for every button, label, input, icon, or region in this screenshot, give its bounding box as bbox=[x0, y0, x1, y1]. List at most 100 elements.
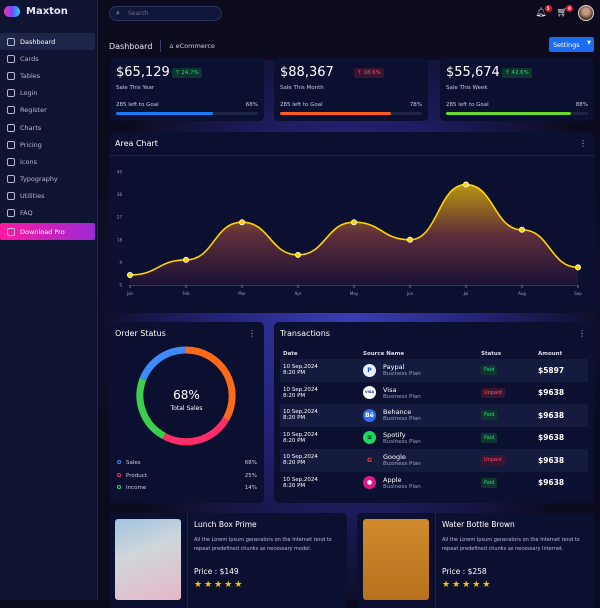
dashboard-icon bbox=[7, 37, 15, 46]
x-tick-label: Mar bbox=[238, 291, 246, 296]
product-price: Price : $258 bbox=[442, 567, 487, 576]
logo[interactable]: Maxton bbox=[4, 6, 68, 17]
sidebar-item-utilities[interactable]: Utilities bbox=[0, 188, 95, 205]
settings-button[interactable]: Settings ▼ bbox=[549, 37, 594, 52]
avatar[interactable] bbox=[578, 5, 594, 21]
product-title[interactable]: Water Bottle Brown bbox=[442, 520, 515, 529]
product-card[interactable]: Water Bottle Brown All the Lorem Ipsum g… bbox=[357, 513, 595, 608]
time: 8:20 PM bbox=[283, 482, 306, 489]
legend-value: 14% bbox=[244, 485, 257, 491]
sidebar-item-dashboard[interactable]: Dashboard bbox=[0, 33, 95, 51]
goal-percent: 78% bbox=[409, 102, 422, 108]
transactions-table: Date Source Name Status Amount 10 Sep,20… bbox=[280, 348, 588, 494]
time: 8:20 PM bbox=[283, 370, 306, 377]
sidebar-item-tables[interactable]: Tables bbox=[0, 67, 95, 84]
source-plan: Business Plan bbox=[383, 393, 421, 400]
more-icon[interactable]: ⋮ bbox=[248, 329, 256, 338]
sidebar-item-label: Register bbox=[20, 106, 47, 115]
table-row[interactable]: 10 Sep,2024 8:20 PM P Paypal Business Plan … bbox=[280, 359, 588, 382]
donut-center-label: Total Sales bbox=[170, 405, 203, 412]
circle-icon bbox=[117, 460, 121, 464]
sidebar-item-login[interactable]: Login bbox=[0, 85, 95, 102]
table-row[interactable]: 10 Sep,2024 8:20 PM ≋ Spotify Business Plan… bbox=[280, 427, 588, 450]
stat-value: $88,367 bbox=[280, 65, 334, 80]
y-tick-label: 18 bbox=[117, 237, 123, 242]
x-tick-label: Feb bbox=[182, 291, 190, 296]
amount: $9638 bbox=[535, 449, 588, 472]
sidebar-item-icons[interactable]: Icons bbox=[0, 153, 95, 170]
legend-item: Sales 68% bbox=[117, 460, 257, 466]
star-icon: ★ bbox=[204, 580, 215, 590]
source-name: Paypal bbox=[383, 363, 405, 372]
legend-label: Product bbox=[126, 472, 147, 479]
stat-card: $55,674 ↑ 42.6% Sale This Week 285 left … bbox=[440, 58, 594, 121]
more-icon[interactable]: ⋮ bbox=[579, 139, 587, 148]
data-point bbox=[126, 271, 133, 278]
chart-title: Area Chart bbox=[115, 139, 158, 148]
x-tick-label: Sep bbox=[574, 291, 582, 296]
data-point bbox=[406, 236, 413, 243]
notification-count: 5 bbox=[544, 5, 552, 12]
sidebar-item-cards[interactable]: Cards bbox=[0, 50, 95, 67]
sidebar-item-pricing[interactable]: Pricing bbox=[0, 136, 95, 153]
progress-bar bbox=[116, 112, 258, 115]
transactions-card: Transactions ⋮ Date Source Name Status A… bbox=[274, 322, 594, 503]
circle-icon bbox=[117, 472, 121, 477]
column-header: Status bbox=[481, 350, 502, 357]
bell-icon[interactable]: 🔔︎ 5 bbox=[535, 5, 552, 18]
search-input[interactable]: ⌕ Search bbox=[109, 6, 222, 21]
time: 8:20 PM bbox=[283, 415, 306, 422]
stat-card: $65,129 ↑ 24.7% Sale This Year 285 left … bbox=[110, 58, 264, 121]
y-tick-label: 0 bbox=[119, 283, 122, 288]
table-row[interactable]: 10 Sep,2024 8:20 PM Bē Behance Business Pla… bbox=[280, 404, 588, 427]
breadcrumb-ecommerce[interactable]: ⌂ eCommerce bbox=[169, 42, 214, 50]
change-value: 18.6% bbox=[363, 70, 381, 76]
sidebar-item-download-pro[interactable]: Download Pro bbox=[0, 223, 95, 241]
stat-label: Sale This Week bbox=[446, 85, 488, 91]
table-row[interactable]: 10 Sep,2024 8:20 PM ● Apple Business Plan P… bbox=[280, 472, 588, 495]
date: 10 Sep,2024 bbox=[283, 431, 318, 438]
date: 10 Sep,2024 bbox=[283, 454, 318, 461]
sidebar-item-label: Utilities bbox=[20, 192, 45, 201]
product-card[interactable]: Lunch Box Prime All the Lorem Ipsum gene… bbox=[109, 513, 347, 608]
date: 10 Sep,2024 bbox=[283, 364, 318, 371]
stat-label: Sale This Year bbox=[116, 85, 155, 91]
sidebar-item-faq[interactable]: FAQ bbox=[0, 205, 95, 222]
more-icon[interactable]: ⋮ bbox=[578, 329, 586, 338]
sidebar-item-typography[interactable]: Typography bbox=[0, 171, 95, 188]
sidebar-item-register[interactable]: Register bbox=[0, 102, 95, 119]
cart-icon[interactable]: 🛒︎ 8 bbox=[557, 5, 573, 18]
sidebar-item-label: Cards bbox=[20, 54, 39, 63]
search-placeholder: Search bbox=[128, 10, 149, 17]
donut-chart bbox=[136, 346, 236, 446]
google-logo-icon: G bbox=[363, 454, 376, 467]
sidebar-item-charts[interactable]: Charts bbox=[0, 119, 95, 136]
time: 8:20 PM bbox=[283, 437, 306, 444]
divider bbox=[187, 513, 188, 608]
donut-center-value: 68% bbox=[173, 388, 200, 402]
status-badge: Paid bbox=[481, 477, 498, 488]
legend-value: 68% bbox=[244, 460, 257, 466]
legend-item: Product 25% bbox=[117, 472, 257, 479]
donut-segment-orange bbox=[185, 346, 236, 421]
source-name: Behance bbox=[383, 408, 412, 417]
data-point bbox=[238, 219, 245, 226]
product-title[interactable]: Lunch Box Prime bbox=[194, 520, 257, 529]
star-icon: ★ bbox=[214, 580, 225, 590]
breadcrumb-label: eCommerce bbox=[175, 42, 215, 50]
home-icon: ⌂ bbox=[169, 42, 176, 50]
table-row[interactable]: 10 Sep,2024 8:20 PM VISA Visa Business Plan… bbox=[280, 382, 588, 405]
stat-value: $55,674 bbox=[446, 65, 500, 80]
table-row[interactable]: 10 Sep,2024 8:20 PM G Google Business Plan … bbox=[280, 449, 588, 472]
circle-icon bbox=[117, 485, 121, 489]
y-tick-label: 9 bbox=[119, 260, 122, 265]
logo-text: G bbox=[367, 456, 372, 464]
product-description: All the Lorem Ipsum generators on the In… bbox=[442, 537, 580, 552]
pen-icon bbox=[7, 175, 15, 184]
progress-fill bbox=[446, 112, 571, 115]
paypal-logo-icon: P bbox=[363, 363, 376, 377]
sidebar-item-label: Tables bbox=[20, 71, 41, 80]
source-plan: Business Plan bbox=[383, 461, 421, 468]
sidebar-item-label: Charts bbox=[20, 123, 42, 132]
card-icon bbox=[7, 54, 15, 63]
